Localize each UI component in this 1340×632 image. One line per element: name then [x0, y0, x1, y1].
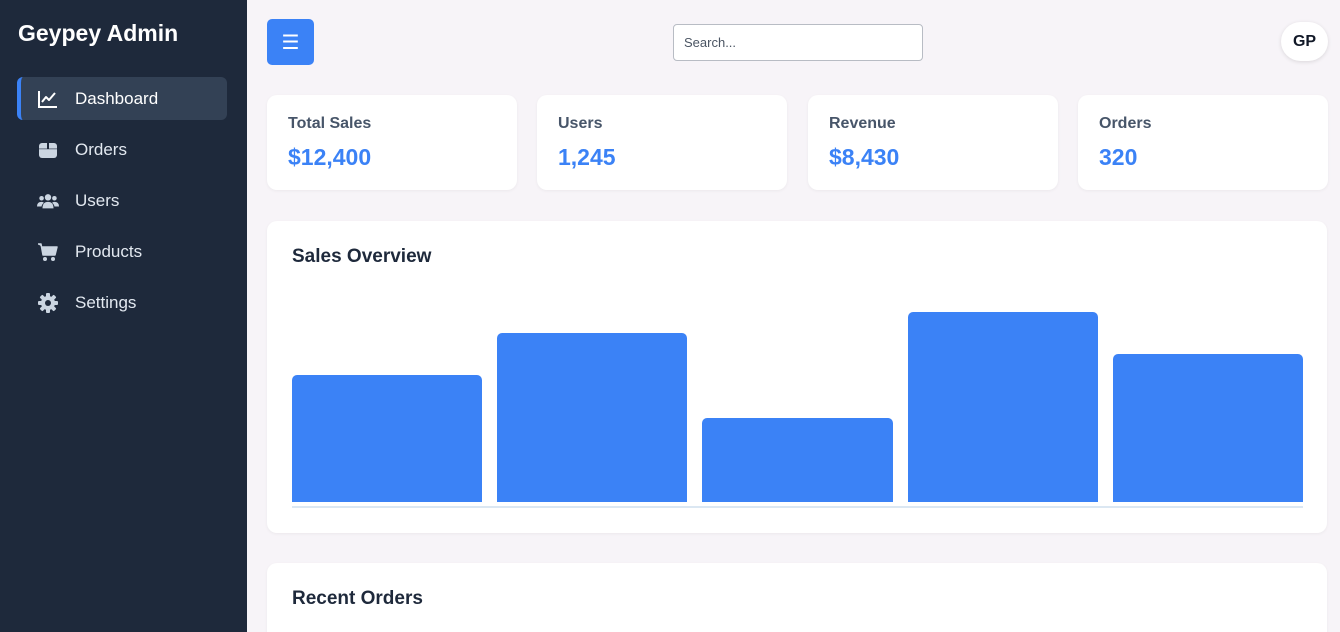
sidebar: Geypey Admin Dashboard Orders Users Prod… [0, 0, 247, 632]
sidebar-item-products[interactable]: Products [17, 230, 227, 273]
chart-bar [497, 333, 688, 502]
chart-bar [907, 312, 1098, 502]
gear-icon [37, 292, 59, 314]
sidebar-item-settings[interactable]: Settings [17, 281, 227, 324]
recent-orders-title: Recent Orders [292, 588, 423, 609]
sidebar-item-label: Users [75, 190, 120, 210]
sidebar-item-orders[interactable]: Orders [17, 128, 227, 171]
chart-bar [1112, 354, 1303, 502]
stat-card-users: Users 1,245 [537, 95, 787, 190]
sales-overview-title: Sales Overview [292, 246, 432, 267]
search-input[interactable] [673, 24, 923, 61]
recent-orders-panel: Recent Orders [267, 563, 1327, 632]
users-icon [37, 190, 59, 212]
stat-label: Total Sales [288, 115, 372, 132]
chart-line-icon [37, 88, 59, 110]
avatar[interactable]: GP [1281, 22, 1328, 61]
chart-bar [292, 375, 483, 502]
chart-baseline [292, 506, 1303, 508]
sidebar-item-label: Orders [75, 139, 127, 159]
chart-bar [702, 417, 893, 502]
stat-value: 1,245 [558, 144, 616, 170]
stat-card-orders: Orders 320 [1078, 95, 1328, 190]
sales-overview-panel: Sales Overview [267, 221, 1327, 533]
stat-card-revenue: Revenue $8,430 [808, 95, 1058, 190]
sales-bar-chart [292, 291, 1303, 508]
sidebar-item-dashboard[interactable]: Dashboard [17, 77, 227, 120]
stat-card-total-sales: Total Sales $12,400 [267, 95, 517, 190]
sidebar-item-label: Settings [75, 292, 137, 312]
stat-value: $8,430 [829, 144, 900, 170]
box-icon [37, 139, 59, 161]
sidebar-item-label: Dashboard [75, 88, 159, 108]
stat-value: 320 [1099, 144, 1138, 170]
sidebar-item-users[interactable]: Users [17, 179, 227, 222]
hamburger-icon: ☰ [281, 31, 300, 54]
stat-value: $12,400 [288, 144, 372, 170]
menu-toggle-button[interactable]: ☰ [267, 19, 314, 65]
stat-label: Revenue [829, 115, 896, 132]
cart-icon [37, 241, 59, 263]
stat-label: Users [558, 115, 603, 132]
sidebar-item-label: Products [75, 241, 143, 261]
brand-title: Geypey Admin [18, 20, 179, 46]
stat-label: Orders [1099, 115, 1152, 132]
